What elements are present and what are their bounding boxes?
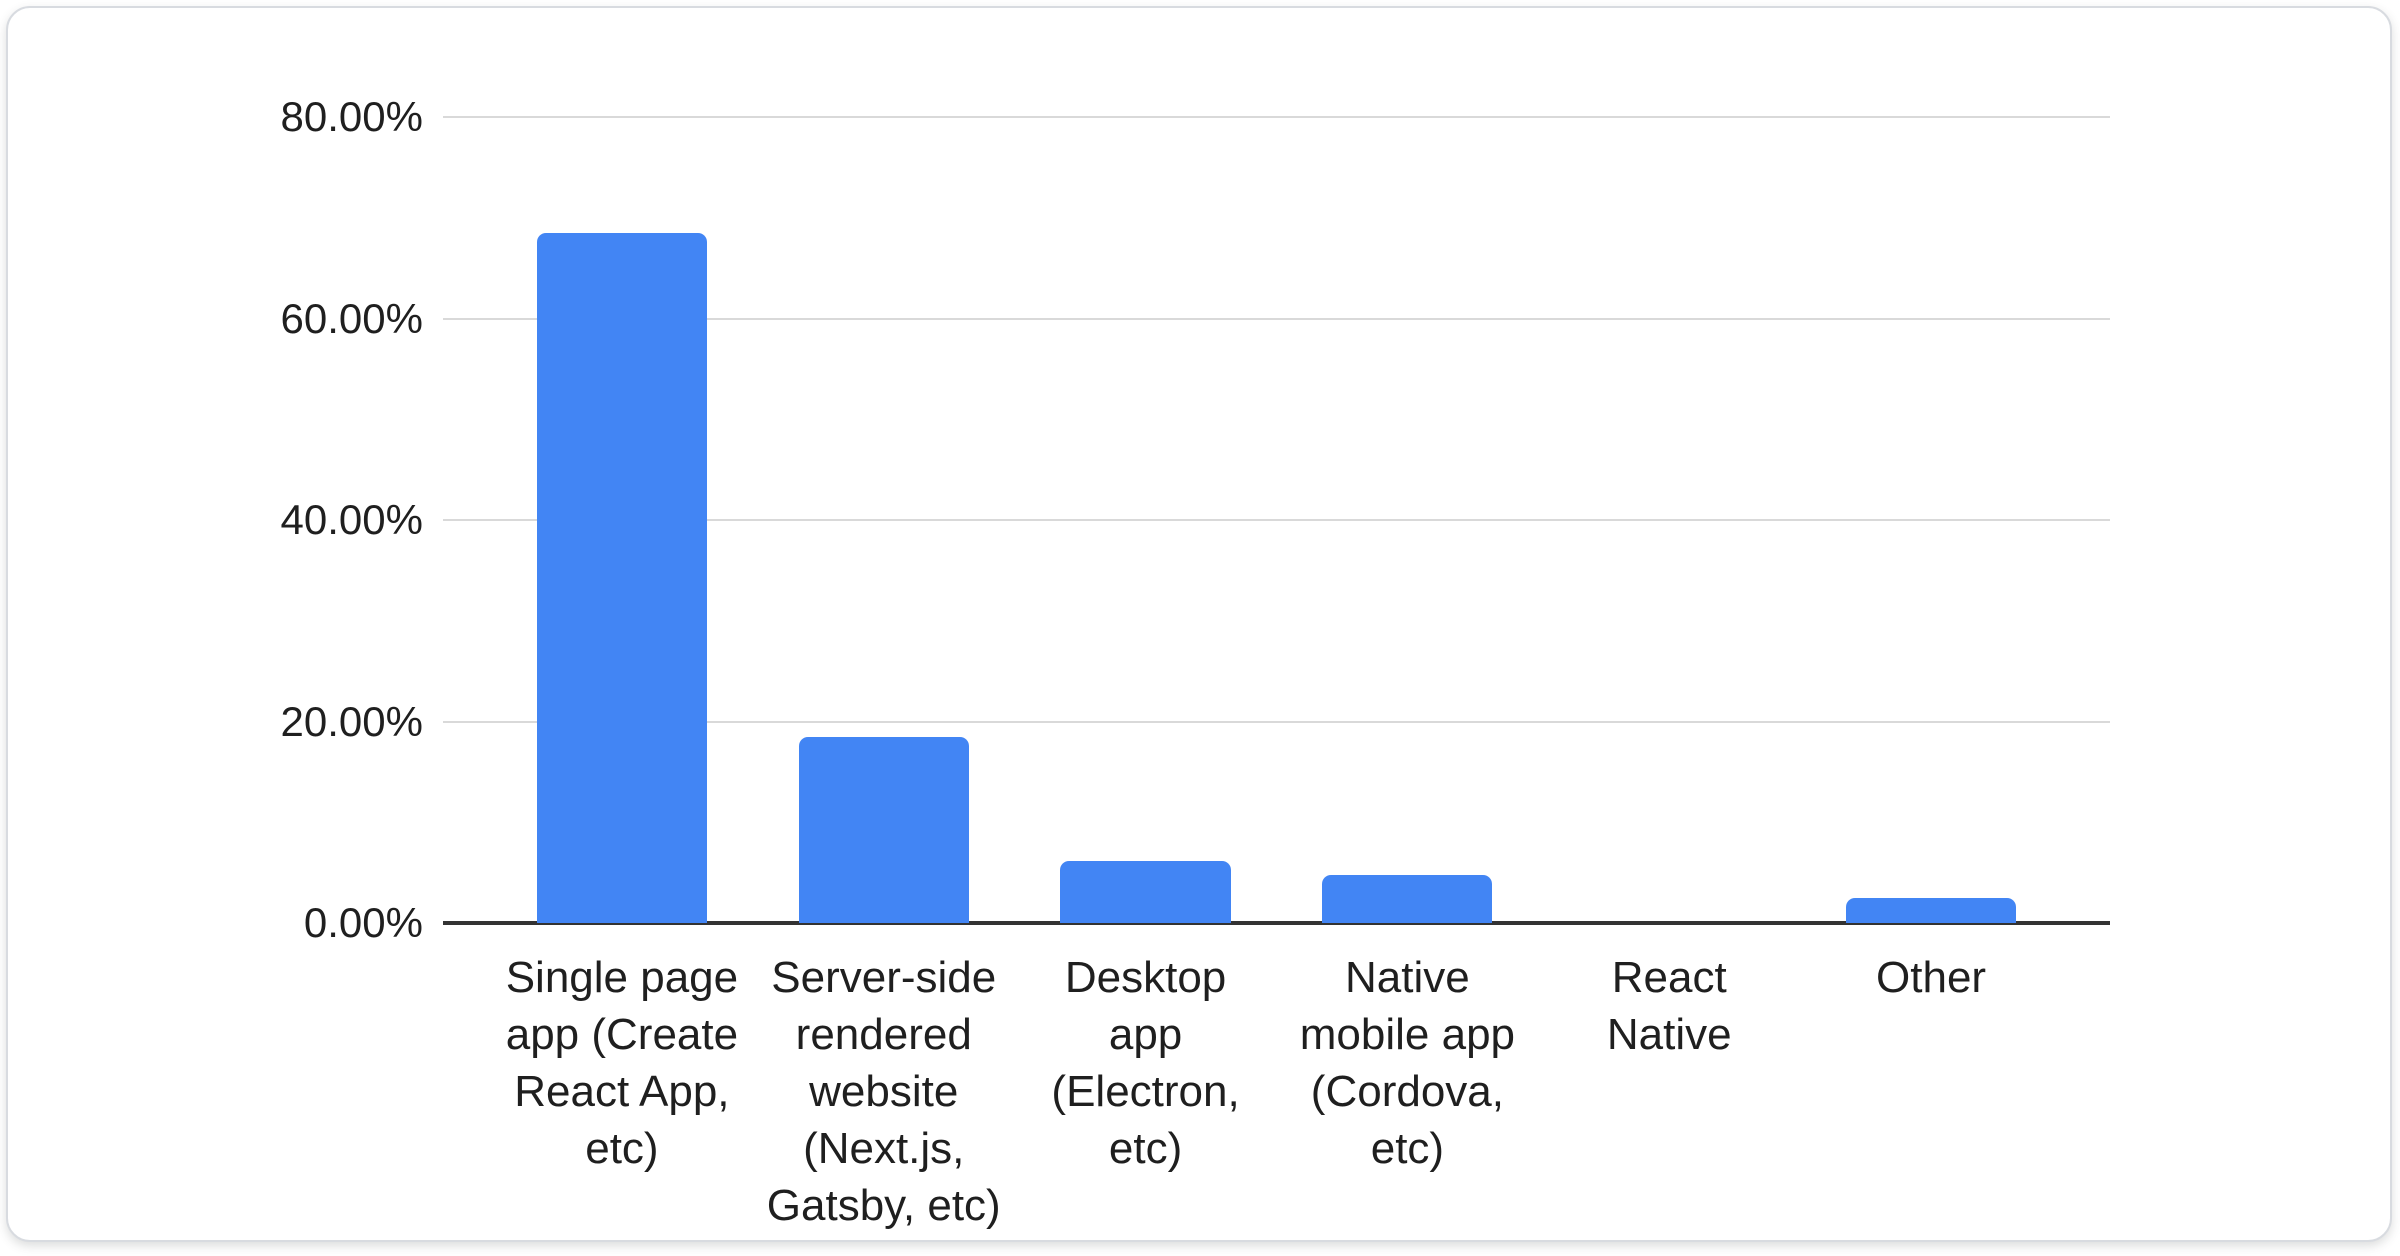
chart-card xyxy=(6,6,2392,1242)
bar-slot xyxy=(1800,117,2062,923)
x-category-label: Server-side rendered website (Next.js, G… xyxy=(766,953,1001,1230)
gridline xyxy=(443,519,2110,521)
gridline xyxy=(443,720,2110,723)
bars-row xyxy=(443,117,2110,923)
gridlines xyxy=(443,116,2110,925)
y-axis-labels: 80.00% 60.00% 40.00% 20.00% 0.00% xyxy=(281,93,2110,946)
x-axis-line xyxy=(443,921,2110,925)
plot-area: 80.00% 60.00% 40.00% 20.00% 0.00% Single pag… xyxy=(281,93,2110,1230)
x-category-cell: React Native xyxy=(1538,949,1800,1234)
x-axis-labels: Single page app (Create React App, etc) S… xyxy=(443,949,2110,1234)
gridline xyxy=(443,317,2110,320)
x-category-label: React Native xyxy=(1606,953,1732,1059)
y-tick-label: 40.00% xyxy=(280,496,423,543)
y-tick-label: 60.00% xyxy=(280,294,423,342)
y-tick-label: 20.00% xyxy=(280,697,423,745)
bar-1 xyxy=(536,232,707,923)
bar-2 xyxy=(798,736,969,923)
x-category-label: Single page app (Create React App, etc) xyxy=(505,953,739,1173)
x-category-cell: Single page app (Create React App, etc) xyxy=(491,949,753,1234)
y-tick-label: 80.00% xyxy=(280,93,423,140)
bar-3 xyxy=(1060,860,1231,923)
x-category-cell: Desktop app (Electron, etc) xyxy=(1015,949,1277,1234)
x-category-cell: Other xyxy=(1800,949,2062,1234)
x-category-cell: Native mobile app (Cordova, etc) xyxy=(1276,949,1538,1234)
y-tick-label: 0.00% xyxy=(303,899,423,946)
bar-slot xyxy=(1538,117,1800,923)
bar-slot xyxy=(1015,117,1277,923)
x-category-cell: Server-side rendered website (Next.js, G… xyxy=(753,949,1015,1234)
x-category-label: Other xyxy=(1876,953,1987,1002)
bar-4 xyxy=(1322,874,1493,923)
bar-slot xyxy=(491,117,753,923)
x-category-label: Native mobile app (Cordova, etc) xyxy=(1299,953,1516,1173)
bar-6 xyxy=(1845,897,2017,923)
bar-slot xyxy=(1276,117,1538,923)
bar-slot xyxy=(753,117,1015,923)
x-category-label: Desktop app (Electron, etc) xyxy=(1051,953,1240,1173)
gridline xyxy=(443,116,2110,118)
